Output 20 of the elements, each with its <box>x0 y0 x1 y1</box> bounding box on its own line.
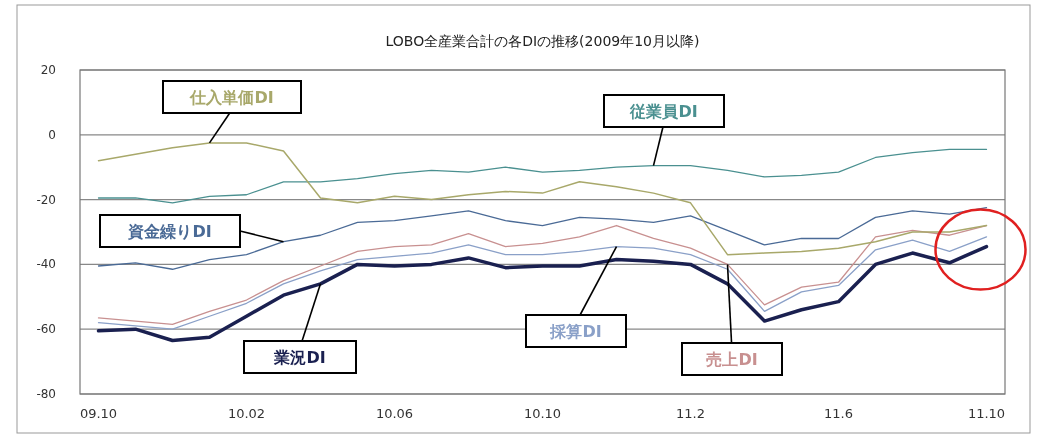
y-tick-label: 0 <box>48 127 56 142</box>
y-tick-label: -20 <box>36 192 56 207</box>
x-tick-label: 10.02 <box>227 406 266 421</box>
y-tick-label: -60 <box>36 322 56 337</box>
y-tick-label: 20 <box>40 63 56 77</box>
chart-title: LOBO全産業合計の各DIの推移(2009年10月以降) <box>385 33 700 49</box>
x-tick-label: 11.2 <box>676 406 705 421</box>
x-tick-label: 10.06 <box>375 406 414 421</box>
series-label: 資金繰りDI <box>127 222 212 241</box>
x-tick-label: 10.10 <box>523 406 562 421</box>
x-tick-label: 11.10 <box>967 406 1006 421</box>
x-tick-label: 09.10 <box>79 406 118 421</box>
x-tick-label: 11.6 <box>824 406 853 421</box>
text: 売上DI <box>706 350 758 369</box>
text: 従業員DI <box>629 102 698 121</box>
y-tick-label: -80 <box>36 387 56 401</box>
y-tick-label: -40 <box>36 257 56 272</box>
text: 業況DI <box>273 348 326 367</box>
text: 採算DI <box>549 322 602 341</box>
text: 仕入単価DI <box>189 88 274 107</box>
